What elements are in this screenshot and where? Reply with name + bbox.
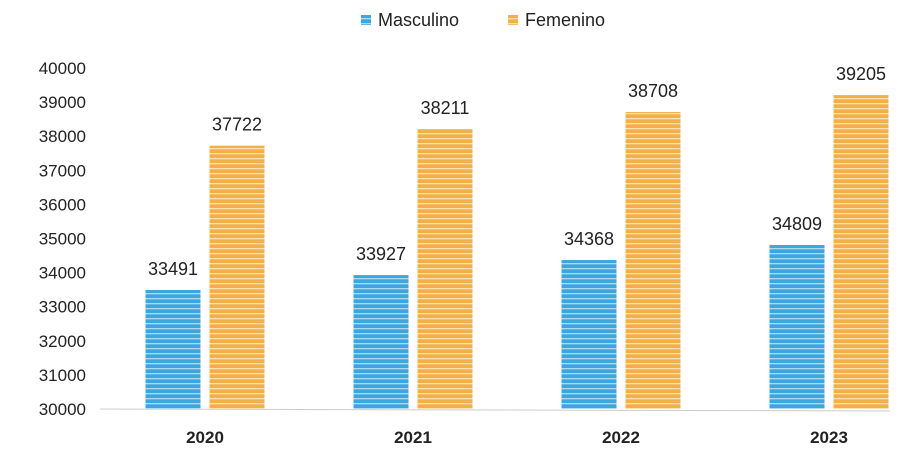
data-label-femenino-2020: 37722: [212, 115, 262, 135]
x-tick-label-2020: 2020: [186, 428, 224, 447]
bar-femenino-2021: [417, 129, 473, 410]
bar-masculino-2022: [561, 260, 617, 409]
legend-swatch-masculino: [361, 15, 371, 25]
y-tick-label: 38000: [39, 127, 86, 146]
y-tick-label: 30000: [39, 400, 86, 419]
y-tick-label: 35000: [39, 230, 86, 249]
y-tick-label: 31000: [39, 366, 86, 385]
y-tick-label: 33000: [39, 298, 86, 317]
legend-label-masculino: Masculino: [378, 10, 459, 30]
y-tick-label: 39000: [39, 93, 86, 112]
legend-label-femenino: Femenino: [525, 10, 605, 30]
x-axis-baseline: [99, 408, 891, 412]
bar-femenino-2020: [209, 145, 265, 409]
bar-masculino-2020: [145, 289, 201, 409]
data-labels: 33491 37722 33927 38211 34368 38708 34809 39205: [148, 64, 886, 279]
legend-item-masculino: Masculino: [361, 10, 459, 30]
y-tick-label: 40000: [39, 59, 86, 78]
data-label-masculino-2023: 34809: [772, 214, 822, 234]
data-label-masculino-2021: 33927: [356, 244, 406, 264]
x-tick-label-2022: 2022: [602, 428, 640, 447]
x-tick-label-2023: 2023: [810, 428, 848, 447]
data-label-masculino-2020: 33491: [148, 259, 198, 279]
legend-swatch-femenino: [508, 15, 518, 25]
legend-item-femenino: Femenino: [508, 10, 605, 30]
data-label-femenino-2022: 38708: [628, 81, 678, 101]
x-axis: 2020 2021 2022 2023: [186, 428, 848, 447]
y-axis: 30000 31000 32000 33000 34000 35000 36000 37000…: [39, 59, 86, 419]
data-label-masculino-2022: 34368: [564, 229, 614, 249]
y-tick-label: 34000: [39, 264, 86, 283]
bar-femenino-2022: [625, 112, 681, 410]
legend: Masculino Femenino: [361, 10, 605, 30]
y-tick-label: 37000: [39, 161, 86, 180]
y-tick-label: 32000: [39, 332, 86, 351]
bar-masculino-2021: [353, 275, 409, 409]
data-label-femenino-2023: 39205: [836, 64, 886, 84]
bars: [145, 95, 889, 410]
x-tick-label-2021: 2021: [394, 428, 432, 447]
bar-femenino-2023: [833, 95, 889, 409]
data-label-femenino-2021: 38211: [421, 98, 470, 118]
y-tick-label: 36000: [39, 195, 86, 214]
bar-masculino-2023: [769, 245, 825, 409]
